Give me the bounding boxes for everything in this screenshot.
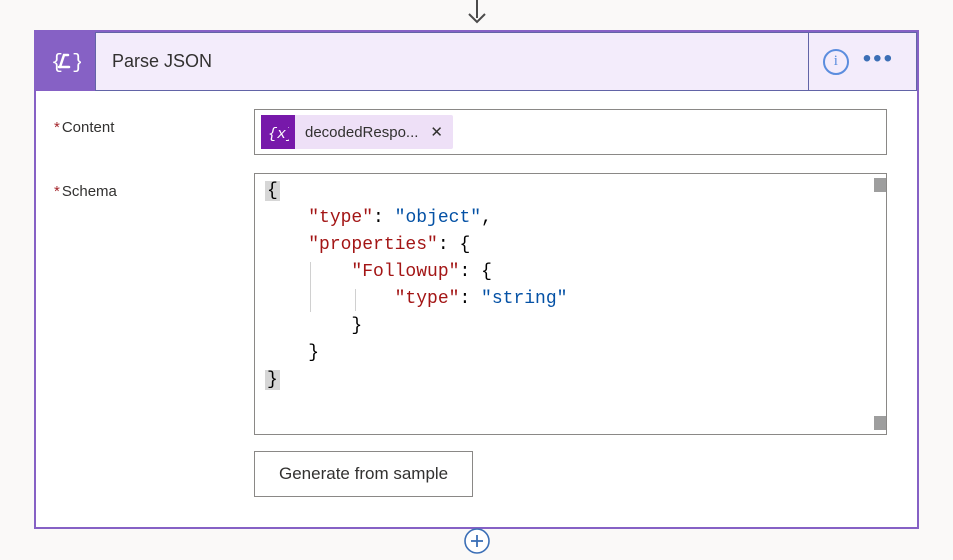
schema-code[interactable]: { "type": "object", "properties": { "Fol… — [255, 174, 886, 398]
schema-row: *Schema { "type": "object", "properties"… — [54, 173, 887, 497]
svg-text:}: } — [72, 52, 81, 75]
dynamic-content-token[interactable]: {x} decodedRespo... ✕ — [261, 115, 453, 149]
fx-icon: {x} — [261, 115, 295, 149]
content-row: *Content {x} decodedRespo... ✕ — [54, 109, 887, 155]
svg-text:{x}: {x} — [268, 126, 289, 143]
card-header[interactable]: { } Parse JSON i ••• — [36, 32, 917, 91]
generate-from-sample-button[interactable]: Generate from sample — [254, 451, 473, 497]
required-star: * — [54, 119, 60, 136]
card-title[interactable]: Parse JSON — [95, 32, 809, 91]
schema-editor[interactable]: { "type": "object", "properties": { "Fol… — [254, 173, 887, 435]
token-label: decodedRespo... — [305, 124, 418, 141]
parse-json-card: { } Parse JSON i ••• *Content — [34, 30, 919, 529]
indent-guide — [355, 289, 356, 311]
scrollbar-thumb[interactable] — [874, 416, 886, 430]
scrollbar-thumb[interactable] — [874, 178, 886, 192]
menu-button[interactable]: ••• — [863, 47, 894, 77]
required-star: * — [54, 183, 60, 200]
content-input[interactable]: {x} decodedRespo... ✕ — [254, 109, 887, 155]
content-label: *Content — [54, 109, 254, 136]
connector-arrow-in — [462, 0, 492, 28]
token-remove-icon[interactable]: ✕ — [430, 123, 443, 141]
header-actions: i ••• — [809, 32, 917, 91]
action-icon: { } — [36, 32, 95, 91]
info-icon[interactable]: i — [823, 49, 849, 75]
indent-guide — [310, 262, 311, 312]
card-body: *Content {x} decodedRespo... ✕ — [36, 91, 917, 527]
add-step-button[interactable] — [463, 527, 491, 560]
schema-label: *Schema — [54, 173, 254, 200]
